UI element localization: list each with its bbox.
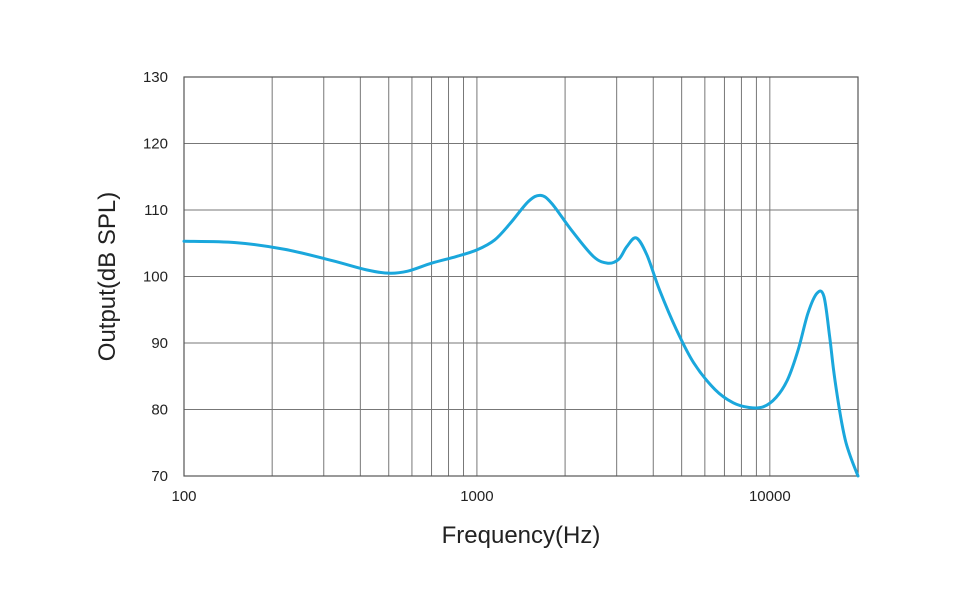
y-axis-title: Output(dB SPL) (94, 192, 121, 361)
y-tick-label: 110 (144, 202, 168, 219)
y-tick-label: 80 (151, 402, 168, 419)
x-axis-title: Frequency(Hz) (442, 522, 601, 549)
y-tick-label: 130 (143, 69, 168, 86)
y-tick-label: 120 (143, 136, 168, 153)
x-tick-label: 1000 (460, 488, 493, 505)
x-tick-labels: 100 1000 10000 (171, 488, 790, 505)
x-tick-label: 100 (171, 488, 196, 505)
y-tick-labels: 130 120 110 100 90 80 70 (143, 69, 168, 485)
plot-frame (183, 76, 859, 477)
y-tick-label: 70 (151, 468, 168, 485)
y-tick-label: 90 (151, 335, 168, 352)
series-line (182, 193, 860, 478)
x-tick-label: 10000 (749, 488, 791, 505)
y-tick-label: 100 (143, 269, 168, 286)
